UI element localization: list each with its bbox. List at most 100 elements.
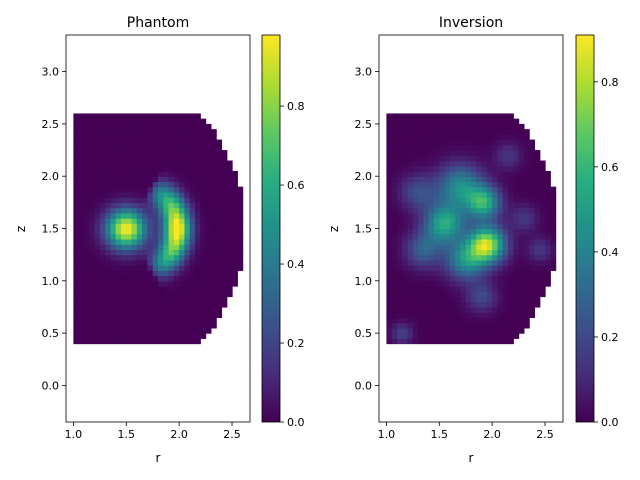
heatmap-cell xyxy=(481,259,488,266)
heatmap-cell xyxy=(492,218,499,224)
heatmap-cell xyxy=(439,218,446,224)
heatmap-cell xyxy=(210,202,217,209)
heatmap-cell xyxy=(200,176,207,183)
heatmap-cell xyxy=(120,249,127,256)
heatmap-cell xyxy=(523,244,530,251)
heatmap-cell xyxy=(147,238,154,245)
heatmap-cell xyxy=(200,291,207,298)
heatmap-cell xyxy=(115,113,122,120)
heatmap-cell xyxy=(428,317,435,324)
heatmap-cell xyxy=(89,275,96,282)
heatmap-cell xyxy=(184,259,191,266)
heatmap-cell xyxy=(83,233,90,240)
heatmap-cell xyxy=(486,296,493,303)
heatmap-cell xyxy=(78,118,85,125)
heatmap-cell xyxy=(216,176,223,183)
heatmap-cell xyxy=(423,150,430,156)
heatmap-cell xyxy=(455,118,462,125)
heatmap-cell xyxy=(412,333,419,339)
heatmap-cell xyxy=(423,144,430,151)
heatmap-cell xyxy=(534,254,541,261)
heatmap-cell xyxy=(460,291,467,298)
heatmap-cell xyxy=(550,228,557,235)
heatmap-cell xyxy=(513,212,520,219)
heatmap-cell xyxy=(168,134,175,141)
heatmap-cell xyxy=(168,197,175,203)
heatmap-cell xyxy=(418,228,425,235)
heatmap-cell xyxy=(120,202,127,209)
heatmap-cell xyxy=(465,301,472,308)
heatmap-cell xyxy=(402,249,409,256)
heatmap-cell xyxy=(433,270,440,277)
heatmap-cell xyxy=(210,223,217,230)
heatmap-cell xyxy=(184,306,191,313)
heatmap-cell xyxy=(508,144,514,151)
heatmap-cell xyxy=(529,265,536,271)
heatmap-cell xyxy=(518,191,525,198)
heatmap-cell xyxy=(210,296,217,303)
heatmap-cell xyxy=(412,186,419,193)
heatmap-cell xyxy=(433,218,440,224)
heatmap-cell xyxy=(455,228,462,235)
heatmap-cell xyxy=(545,202,551,209)
heatmap-cell xyxy=(412,207,419,214)
heatmap-cell xyxy=(471,197,477,203)
heatmap-cell xyxy=(147,259,154,266)
heatmap-cell xyxy=(513,197,520,203)
heatmap-cell xyxy=(232,249,238,256)
heatmap-cell xyxy=(407,139,414,146)
heatmap-cell xyxy=(513,249,520,256)
heatmap-cell xyxy=(184,202,191,209)
heatmap-cell xyxy=(195,270,201,277)
heatmap-cell xyxy=(158,202,164,209)
heatmap-cell xyxy=(179,296,186,303)
heatmap-cell xyxy=(173,296,180,303)
heatmap-cell xyxy=(418,139,425,146)
heatmap-cell xyxy=(226,197,233,203)
heatmap-cell xyxy=(396,170,403,177)
heatmap-cell xyxy=(147,306,154,313)
heatmap-cell xyxy=(439,160,446,167)
heatmap-cell xyxy=(152,338,159,345)
heatmap-cell xyxy=(168,312,175,319)
heatmap-cell xyxy=(449,327,456,334)
heatmap-cell xyxy=(513,270,520,277)
heatmap-cell xyxy=(195,150,201,156)
heatmap-cell xyxy=(94,238,101,245)
heatmap-cell xyxy=(476,181,483,188)
inversion-y-axis: 0.0 0.5 1.0 1.5 2.0 2.5 3.0 xyxy=(355,66,379,392)
heatmap-cell xyxy=(476,223,483,230)
heatmap-cell xyxy=(89,186,96,193)
heatmap-cell xyxy=(73,286,80,292)
heatmap-cell xyxy=(396,275,403,282)
heatmap-cell xyxy=(115,244,122,251)
heatmap-cell xyxy=(200,223,207,230)
heatmap-cell xyxy=(423,327,430,334)
heatmap-cell xyxy=(89,223,96,230)
heatmap-cell xyxy=(94,118,101,125)
heatmap-cell xyxy=(99,265,106,271)
heatmap-cell xyxy=(131,150,138,156)
heatmap-cell xyxy=(444,244,451,251)
heatmap-cell xyxy=(78,244,85,251)
heatmap-cell xyxy=(386,170,393,177)
heatmap-cell xyxy=(476,238,483,245)
heatmap-cell xyxy=(550,254,557,261)
heatmap-cell xyxy=(142,212,149,219)
heatmap-cell xyxy=(476,244,483,251)
heatmap-cell xyxy=(110,317,117,324)
heatmap-cell xyxy=(396,123,403,130)
heatmap-cell xyxy=(545,275,551,282)
heatmap-cell xyxy=(168,280,175,287)
heatmap-cell xyxy=(386,306,393,313)
heatmap-cell xyxy=(486,259,493,266)
heatmap-cell xyxy=(94,233,101,240)
heatmap-cell xyxy=(168,212,175,219)
heatmap-cell xyxy=(120,160,127,167)
heatmap-cell xyxy=(492,327,499,334)
heatmap-cell xyxy=(184,338,191,345)
heatmap-cell xyxy=(89,139,96,146)
heatmap-cell xyxy=(423,244,430,251)
heatmap-cell xyxy=(200,301,207,308)
heatmap-cell xyxy=(402,123,409,130)
